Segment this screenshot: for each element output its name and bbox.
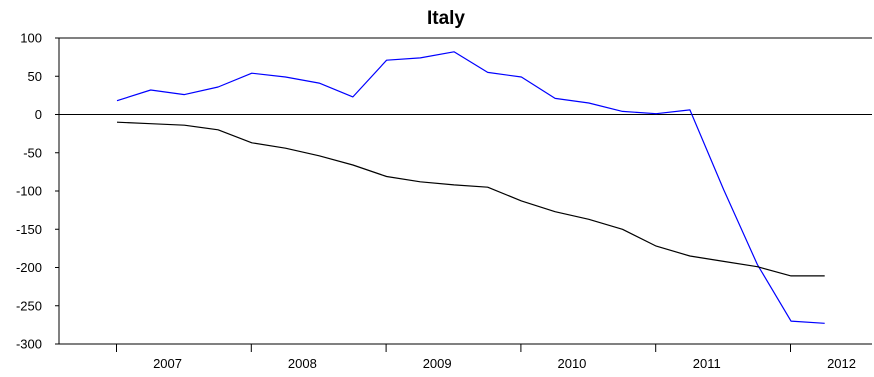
y-tick-label: -200 [16, 260, 42, 275]
x-tick-label: 2010 [557, 356, 586, 371]
x-tick-label: 2011 [693, 356, 721, 371]
x-axis: 2007 2008 2009 2010 2011 2012 [59, 343, 872, 371]
y-tick-label: -150 [16, 222, 42, 237]
y-tick-label: 50 [28, 69, 42, 84]
y-tick-label: -250 [16, 298, 42, 313]
series-line-1 [116, 51, 825, 324]
y-tick-label: -50 [23, 145, 42, 160]
chart-title: Italy [427, 8, 465, 29]
plot-area [59, 37, 872, 324]
y-tick-label: -100 [16, 184, 42, 199]
y-tick-label: -300 [16, 337, 42, 352]
x-tick-label: 2009 [423, 356, 452, 371]
x-tick-label: 2012 [827, 356, 856, 371]
y-axis: 100 50 0 -50 -100 -150 -200 -250 -300 [16, 31, 60, 352]
x-tick-label: 2007 [153, 356, 182, 371]
x-tick-label: 2008 [288, 356, 317, 371]
series-line-2 [116, 121, 825, 277]
y-tick-label: 100 [20, 31, 42, 46]
y-tick-label: 0 [35, 107, 42, 122]
